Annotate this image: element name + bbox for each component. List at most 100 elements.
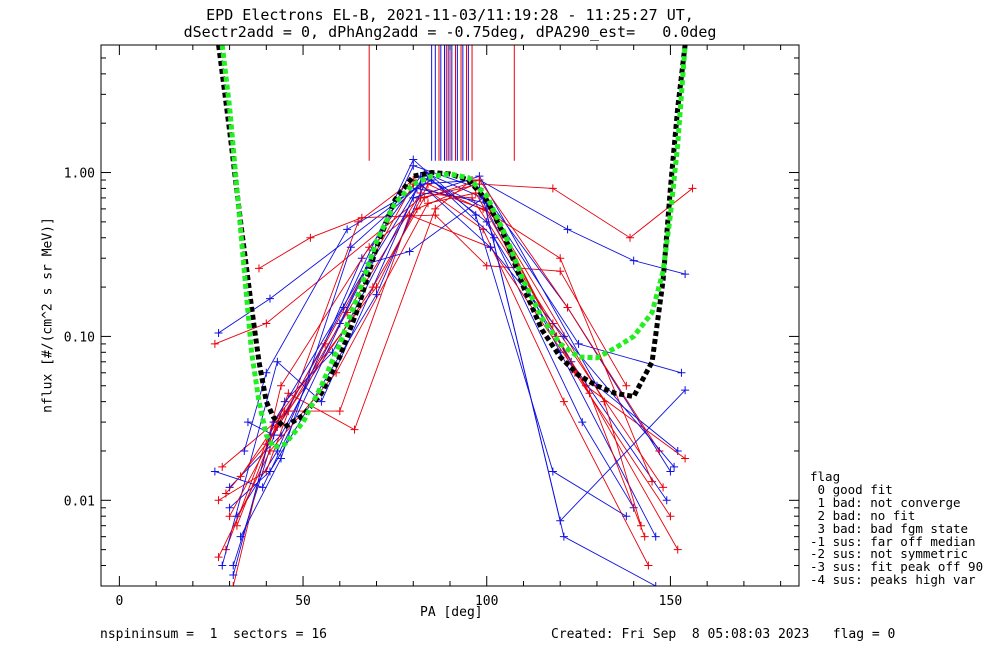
data-point xyxy=(254,264,263,273)
y-tick-label: 0.10 xyxy=(64,330,95,345)
data-point xyxy=(306,233,315,242)
data-point xyxy=(218,462,227,471)
data-point xyxy=(556,267,565,276)
data-point xyxy=(368,283,377,292)
data-point xyxy=(405,247,414,256)
legend-item: 3 bad: bad fgm state xyxy=(810,520,969,536)
data-point xyxy=(556,516,565,525)
data-point xyxy=(666,467,675,476)
data-lines-layer xyxy=(210,155,697,586)
data-series-line xyxy=(236,179,642,526)
data-point xyxy=(317,397,326,406)
data-point xyxy=(559,532,568,541)
legend-item: -4 sus: peaks high var xyxy=(810,572,976,588)
data-point xyxy=(423,199,432,208)
data-point xyxy=(214,553,223,562)
data-point xyxy=(662,496,671,505)
y-tick-label: 0.01 xyxy=(64,494,95,509)
legend-item: 1 bad: not converge xyxy=(810,494,961,510)
data-point xyxy=(559,332,568,341)
data-point xyxy=(556,254,565,263)
data-point xyxy=(681,454,690,463)
data-series-line xyxy=(229,165,671,488)
x-tick-label: 50 xyxy=(295,594,311,609)
x-tick-label: 150 xyxy=(659,594,682,609)
flag-legend: flag 0 good fit 1 bad: not converge 2 ba… xyxy=(810,469,984,588)
data-point xyxy=(214,328,223,337)
data-point xyxy=(420,193,429,202)
data-point xyxy=(585,389,594,398)
data-point xyxy=(221,489,230,498)
fit-curves-layer xyxy=(216,45,688,451)
data-point xyxy=(490,233,499,242)
data-point xyxy=(574,339,583,348)
data-point xyxy=(346,243,355,252)
data-point xyxy=(335,407,344,416)
data-point xyxy=(273,423,282,432)
data-point xyxy=(229,571,238,580)
data-series-line xyxy=(218,179,686,334)
data-point xyxy=(243,418,252,427)
data-point xyxy=(229,582,238,586)
data-point xyxy=(651,582,660,586)
data-point xyxy=(280,407,289,416)
data-point xyxy=(563,303,572,312)
data-point xyxy=(258,483,267,492)
data-point xyxy=(670,462,679,471)
data-point xyxy=(343,225,352,234)
data-point xyxy=(225,512,234,521)
data-point xyxy=(681,270,690,279)
data-point xyxy=(468,193,477,202)
data-point xyxy=(482,261,491,270)
data-point xyxy=(655,446,664,455)
x-axis-label: PA [deg] xyxy=(420,605,483,620)
data-point xyxy=(622,381,631,390)
legend-item: -2 sus: not symmetric xyxy=(810,546,969,562)
data-point xyxy=(548,184,557,193)
data-point xyxy=(372,290,381,299)
data-point xyxy=(412,184,421,193)
legend-item: -1 sus: far off median xyxy=(810,533,976,549)
data-point xyxy=(265,446,274,455)
y-tick-label: 1.00 xyxy=(64,167,95,182)
legend-item: 0 good fit xyxy=(810,481,893,497)
data-point xyxy=(578,418,587,427)
data-point xyxy=(688,184,697,193)
data-series-line xyxy=(221,192,664,488)
data-point xyxy=(265,294,274,303)
data-point xyxy=(677,368,686,377)
data-point xyxy=(644,561,653,570)
data-point xyxy=(277,454,286,463)
data-point xyxy=(651,532,660,541)
data-point xyxy=(640,532,649,541)
data-point xyxy=(431,204,440,213)
data-point xyxy=(475,176,484,185)
data-point xyxy=(482,217,491,226)
data-point xyxy=(236,472,245,481)
data-point xyxy=(673,545,682,554)
data-point xyxy=(681,386,690,395)
data-point xyxy=(210,467,219,476)
legend-item: -3 sus: fit peak off 90 xyxy=(810,559,984,575)
data-point xyxy=(225,503,234,512)
chart-subtitle: dSectr2add = 0, dPhAng2add = -0.75deg, d… xyxy=(183,23,717,41)
data-point xyxy=(409,155,418,164)
footer-created-info: Created: Fri Sep 8 05:08:03 2023 flag = … xyxy=(551,627,896,642)
data-point xyxy=(471,211,480,220)
data-point xyxy=(659,483,668,492)
legend-title: flag xyxy=(810,469,841,484)
data-point xyxy=(262,319,271,328)
data-point xyxy=(262,368,271,377)
data-point xyxy=(350,425,359,434)
fit-curve-green xyxy=(219,45,688,451)
data-point xyxy=(548,467,557,476)
data-point xyxy=(225,483,234,492)
data-point xyxy=(622,512,631,521)
y-axis-label: nflux [#/(cm^2 s sr MeV)] xyxy=(40,217,56,413)
data-point xyxy=(648,477,657,486)
x-tick-label: 0 xyxy=(115,594,123,609)
data-point xyxy=(563,225,572,234)
data-point xyxy=(666,512,675,521)
axes-layer: 0 50 100 150 0.01 0.10 1.00 xyxy=(64,44,799,609)
